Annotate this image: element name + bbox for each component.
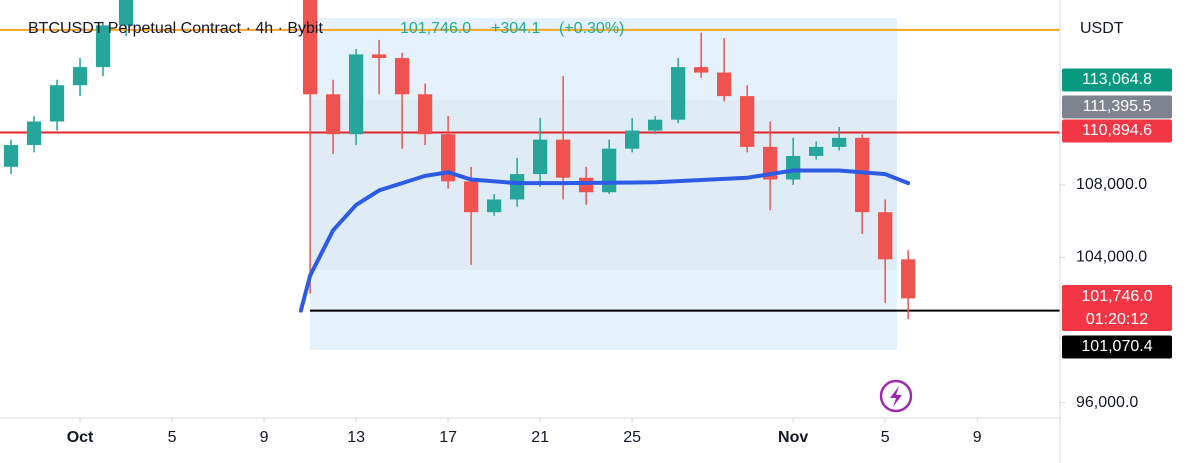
x-tick-label: 5 [168, 429, 177, 446]
header-price: 101,746.0 [400, 20, 471, 37]
price-tag-label: 111,395.5 [1083, 98, 1152, 115]
candle-body [417, 94, 433, 135]
candle-body [3, 145, 19, 167]
x-tick-label: 9 [973, 429, 982, 446]
price-tag-label: 101,070.4 [1081, 338, 1152, 355]
x-tick-label: 9 [260, 429, 269, 446]
price-tag-label: 113,064.8 [1082, 71, 1152, 88]
price-tag [1062, 285, 1172, 331]
candle-body [786, 155, 801, 180]
candle-body [118, 0, 134, 26]
candle-body [763, 146, 778, 180]
candle-body [509, 174, 525, 200]
candle-body [440, 134, 456, 182]
candle-body [671, 67, 686, 120]
candle-body [26, 121, 42, 146]
candle-body [878, 212, 893, 260]
candle-body [555, 139, 571, 178]
candle-body [348, 54, 364, 135]
x-tick-label: Oct [67, 429, 94, 446]
candle-body [394, 58, 410, 95]
price-tag [1062, 119, 1172, 143]
candle-body [463, 181, 479, 213]
price-tag [1062, 68, 1172, 92]
candle-body [371, 54, 387, 59]
candle-body [809, 146, 824, 156]
plot [0, 0, 1060, 320]
y-tick-label: 104,000.0 [1076, 249, 1147, 266]
candle-body [72, 67, 88, 86]
candle-body [49, 85, 65, 122]
candle-body [602, 148, 617, 193]
header-change: +304.1 [491, 20, 540, 37]
vwap-line [298, 168, 911, 313]
y-tick-label: 108,000.0 [1076, 176, 1147, 193]
chart-title: BTCUSDT Perpetual Contract · 4h · Bybit [28, 20, 323, 37]
candle-body [694, 67, 709, 73]
x-tick-label: 21 [531, 429, 549, 446]
price-tag [1062, 95, 1172, 119]
candle-body [832, 137, 847, 147]
candle-body [486, 199, 502, 213]
price-tag [1062, 335, 1172, 359]
x-tick-label: 13 [347, 429, 365, 446]
y-tick-label: 96,000.0 [1076, 394, 1138, 411]
countdown: 01:20:12 [1086, 311, 1148, 328]
x-tick-label: 17 [439, 429, 457, 446]
candle-body [901, 259, 916, 299]
candle-body [855, 137, 870, 213]
candle-body [95, 25, 111, 68]
x-tick-label: 5 [881, 429, 890, 446]
candle-body [648, 119, 663, 131]
candle-body [532, 139, 548, 175]
lightning-icon[interactable] [879, 379, 913, 413]
x-tick-label: Nov [778, 429, 808, 446]
price-tag-label: 101,746.0 [1081, 288, 1152, 305]
candle-body [717, 72, 732, 97]
candle-body [325, 94, 341, 135]
candle-body [740, 96, 755, 147]
candle-body [625, 130, 640, 149]
price-tag-label: 110,894.6 [1082, 122, 1152, 139]
header-change-pct: (+0.30%) [559, 20, 624, 37]
currency: USDT [1080, 20, 1124, 37]
axes: 96,000.0 104,000.0 108,000.0 Oct 5 9 13 17 21 25 N… [67, 68, 1172, 446]
x-tick-label: 25 [623, 429, 641, 446]
candle-body [302, 0, 318, 95]
